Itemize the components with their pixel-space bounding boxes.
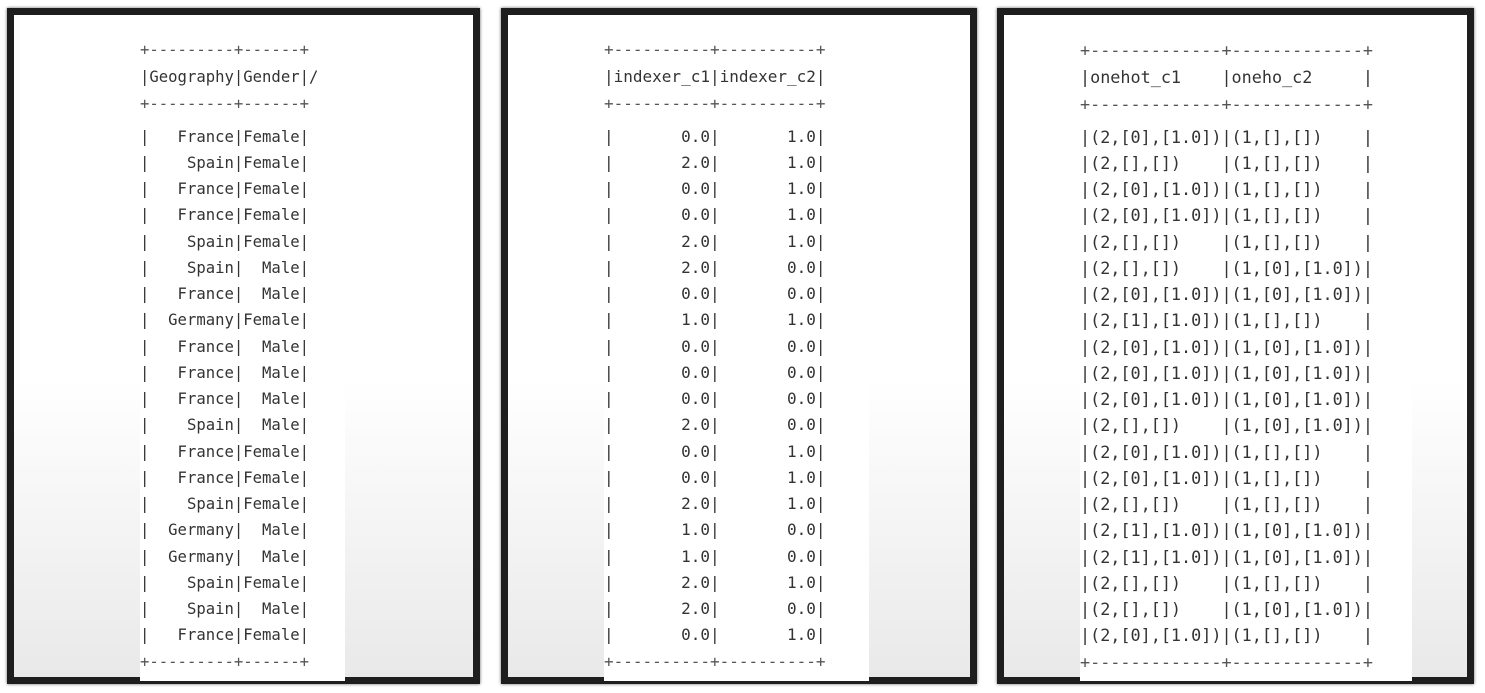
table-row: | 0.0| 0.0| xyxy=(604,389,826,408)
table-row: | 0.0| 1.0| xyxy=(604,126,826,146)
table-row: | Spain| Male| xyxy=(140,258,309,277)
table-row: | 1.0| 1.0| xyxy=(604,310,826,330)
table-row: | Spain|Female| xyxy=(140,573,309,592)
table-row: | 1.0| 0.0| xyxy=(604,520,826,540)
panel-indexer: +----------+----------+ |indexer_c1|inde… xyxy=(501,8,977,684)
table-row: | France|Female| xyxy=(140,206,309,225)
table-row: |(2,[1],[1.0])|(1,[],[]) | xyxy=(1080,310,1373,331)
table-row: | 0.0| 1.0| xyxy=(604,625,826,645)
table-row: | France| Male| xyxy=(140,363,309,382)
table-row: |(2,[0],[1.0])|(1,[],[]) | xyxy=(1080,179,1373,199)
table-row: | 2.0| 0.0| xyxy=(604,257,826,277)
table-row: | France|Female| xyxy=(140,626,309,645)
table-header: |onehot_c1 |oneho_c2 | xyxy=(1080,67,1373,88)
table-border: +---------+------+ xyxy=(140,95,309,114)
table-row: | 2.0| 1.0| xyxy=(604,231,826,251)
table-row: | 1.0| 0.0| xyxy=(604,546,826,566)
table-row: |(2,[0],[1.0])|(1,[],[]) | xyxy=(1080,467,1373,488)
table-row: |(2,[0],[1.0])|(1,[],[]) | xyxy=(1080,625,1373,646)
table-row: | France|Female| xyxy=(140,468,309,487)
table-row: | 0.0| 1.0| xyxy=(604,441,826,461)
table-row: |(2,[],[]) |(1,[0],[1.0])| xyxy=(1080,599,1373,619)
table-row: | France|Female| xyxy=(140,442,309,461)
table-row: | France| Male| xyxy=(140,337,309,356)
table-row: | 0.0| 1.0| xyxy=(604,179,826,198)
table-row: | 0.0| 0.0| xyxy=(604,362,826,382)
panel-onehot: +-------------+-------------+ |onehot_c1… xyxy=(997,8,1474,684)
table-row: | 0.0| 1.0| xyxy=(604,205,826,225)
table-row: | Germany| Male| xyxy=(140,547,309,566)
table-row: | France|Female| xyxy=(140,180,309,198)
table-row: | 0.0| 0.0| xyxy=(604,336,826,356)
table-row: |(2,[1],[1.0])|(1,[0],[1.0])| xyxy=(1080,520,1373,541)
table-row: |(2,[],[]) |(1,[0],[1.0])| xyxy=(1080,257,1373,278)
table-row: |(2,[0],[1.0])|(1,[0],[1.0])| xyxy=(1080,336,1373,357)
table-row: |(2,[0],[1.0])|(1,[],[]) | xyxy=(1080,126,1373,147)
table-border: +-------------+-------------+ xyxy=(1080,40,1373,60)
table-row: | France| Male| xyxy=(140,390,309,408)
table-row: |(2,[0],[1.0])|(1,[],[]) | xyxy=(1080,205,1373,226)
table-row: | Spain|Female| xyxy=(140,232,309,251)
table-row: | 2.0| 0.0| xyxy=(604,415,826,435)
table-row: |(2,[],[]) |(1,[],[]) | xyxy=(1080,494,1373,514)
table-row: |(2,[],[]) |(1,[],[]) | xyxy=(1080,231,1373,252)
table-row: |(2,[],[]) |(1,[0],[1.0])| xyxy=(1080,415,1373,436)
table-row: |(2,[0],[1.0])|(1,[0],[1.0])| xyxy=(1080,389,1373,409)
output-table-indexer: +----------+----------+ |indexer_c1|inde… xyxy=(604,37,869,681)
table-row: | 0.0| 0.0| xyxy=(604,284,826,303)
table-row: | Spain| Male| xyxy=(140,600,309,618)
table-border: +----------+----------+ xyxy=(604,40,826,59)
table-row: | Spain|Female| xyxy=(140,153,309,172)
output-table-onehot: +-------------+-------------+ |onehot_c1… xyxy=(1080,37,1412,681)
table-row: | 0.0| 1.0| xyxy=(604,467,826,487)
table-row: | 2.0| 1.0| xyxy=(604,494,826,513)
table-row: | Spain|Female| xyxy=(140,495,309,513)
table-border: +---------+------+ xyxy=(140,41,309,59)
table-row: | 2.0| 1.0| xyxy=(604,152,826,172)
table-row: | Spain| Male| xyxy=(140,416,309,435)
table-row: | France|Female| xyxy=(140,127,309,146)
table-border: +---------+------+ xyxy=(140,652,309,671)
table-border: +-------------+-------------+ xyxy=(1080,651,1373,672)
table-row: |(2,[],[]) |(1,[],[]) | xyxy=(1080,572,1373,593)
table-row: |(2,[0],[1.0])|(1,[0],[1.0])| xyxy=(1080,284,1373,304)
table-border: +-------------+-------------+ xyxy=(1080,94,1373,115)
table-row: |(2,[1],[1.0])|(1,[0],[1.0])| xyxy=(1080,546,1373,567)
table-border: +----------+----------+ xyxy=(604,94,826,114)
table-row: | Germany|Female| xyxy=(140,311,309,330)
table-row: | Germany| Male| xyxy=(140,521,309,540)
panel-geography-gender: +---------+------+ |Geography|Gender|/ +… xyxy=(7,8,480,684)
table-row: | 2.0| 0.0| xyxy=(604,599,826,618)
output-table-geography-gender: +---------+------+ |Geography|Gender|/ +… xyxy=(140,37,345,681)
table-header: |indexer_c1|indexer_c2| xyxy=(604,67,826,87)
table-row: | 2.0| 1.0| xyxy=(604,572,826,592)
table-row: |(2,[0],[1.0])|(1,[0],[1.0])| xyxy=(1080,362,1373,383)
table-row: | France| Male| xyxy=(140,285,309,303)
table-border: +----------+----------+ xyxy=(604,651,826,671)
table-header: |Geography|Gender|/ xyxy=(140,68,319,87)
table-row: |(2,[0],[1.0])|(1,[],[]) | xyxy=(1080,441,1373,462)
table-row: |(2,[],[]) |(1,[],[]) | xyxy=(1080,152,1373,173)
